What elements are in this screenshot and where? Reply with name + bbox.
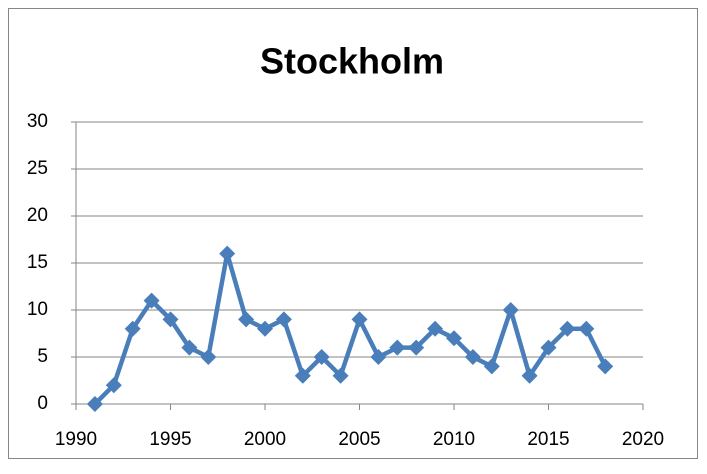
y-tick-label: 5 [37,346,48,367]
chart-title: Stockholm [260,41,444,82]
marker [597,358,614,375]
marker [370,349,387,365]
y-tick-label: 30 [27,111,48,132]
y-tick-label: 10 [27,299,48,320]
line [93,251,608,406]
marker [483,358,500,375]
x-tick-label: 2005 [338,429,380,450]
marker [446,330,462,347]
marker [200,349,217,365]
chart-border [8,8,698,459]
marker [219,245,236,262]
marker [559,320,576,337]
marker [105,377,122,394]
marker [427,320,444,337]
marker [540,339,557,356]
y-tick-label: 15 [27,252,48,273]
marker [464,349,481,365]
y-tick-label: 0 [37,393,48,414]
x-tick-label: 1995 [149,429,191,450]
marker [257,320,273,337]
marker [351,311,368,328]
marker [389,339,406,356]
marker [124,320,141,337]
x-tick-label: 1990 [55,429,97,450]
marker [313,349,330,365]
marker [143,292,160,309]
x-tick-label: 2020 [622,429,664,450]
marker [332,367,349,384]
marker [294,367,311,384]
marker [238,311,255,328]
marker [521,367,538,384]
marker [86,396,103,412]
marker [578,320,595,337]
marker [502,302,519,318]
marker [181,339,198,356]
x-tick-label: 2000 [244,429,286,450]
y-tick-label: 25 [27,158,48,179]
marker [275,311,292,328]
x-tick-label: 2015 [527,429,569,450]
marker [162,311,179,328]
y-tick-label: 20 [27,205,48,226]
x-tick-label: 2010 [433,429,475,450]
marker [408,339,425,356]
